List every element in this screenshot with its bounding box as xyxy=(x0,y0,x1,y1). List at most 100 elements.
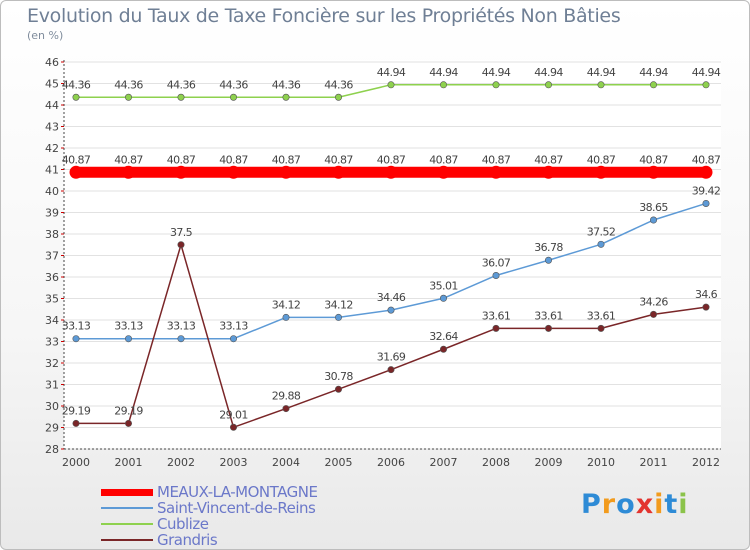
y-tick-label: 33 xyxy=(45,336,59,349)
legend-swatch xyxy=(101,539,153,541)
data-point xyxy=(649,81,657,89)
data-label: 44.94 xyxy=(429,66,458,79)
x-tick-label: 2008 xyxy=(482,456,510,469)
data-point xyxy=(177,335,185,343)
x-tick-label: 2001 xyxy=(115,456,143,469)
legend-item: Cublize xyxy=(101,516,317,532)
data-label: 34.6 xyxy=(695,288,718,301)
data-label: 29.88 xyxy=(272,390,301,403)
y-tick-label: 45 xyxy=(45,78,59,91)
data-label: 40.87 xyxy=(692,153,721,166)
data-point xyxy=(69,165,83,179)
data-label: 34.12 xyxy=(272,298,301,311)
data-point xyxy=(702,303,710,311)
x-tick-label: 2005 xyxy=(325,456,353,469)
chart-legend: MEAUX-LA-MONTAGNE Saint-Vincent-de-Reins C… xyxy=(101,483,318,548)
data-label: 44.36 xyxy=(219,78,248,91)
data-label: 40.87 xyxy=(377,153,406,166)
data-point xyxy=(387,306,395,314)
legend-item: Grandris xyxy=(101,532,317,548)
data-label: 40.87 xyxy=(482,153,511,166)
x-tick-label: 2002 xyxy=(167,456,195,469)
data-label: 29.01 xyxy=(219,408,248,421)
data-label: 40.87 xyxy=(429,153,458,166)
y-tick-label: 39 xyxy=(45,207,59,220)
data-label: 44.94 xyxy=(587,66,616,79)
data-point xyxy=(597,81,605,89)
legend-label: Saint-Vincent-de-Reins xyxy=(157,499,316,517)
data-label: 44.36 xyxy=(324,78,353,91)
data-label: 40.87 xyxy=(324,153,353,166)
x-tick-label: 2012 xyxy=(692,456,720,469)
x-tick-label: 2007 xyxy=(430,456,458,469)
x-tick-label: 2004 xyxy=(272,456,300,469)
series-cublize: 44.36 44.36 44.36 44.36 44.36 44.36 44.94 44.94… xyxy=(62,66,721,101)
data-point xyxy=(544,81,552,89)
data-label: 44.94 xyxy=(639,66,668,79)
data-point xyxy=(439,294,447,302)
legend-item: MEAUX-LA-MONTAGNE xyxy=(101,483,318,501)
data-point xyxy=(227,165,240,179)
logo-letter: i xyxy=(678,489,689,520)
data-point xyxy=(387,81,395,89)
data-label: 40.87 xyxy=(114,153,143,166)
data-point xyxy=(122,165,135,179)
data-point xyxy=(282,313,290,321)
data-label: 36.07 xyxy=(482,256,511,269)
data-point xyxy=(332,165,345,179)
legend-swatch xyxy=(101,523,153,525)
data-point xyxy=(594,165,608,179)
data-point xyxy=(647,165,660,179)
data-point xyxy=(492,81,500,89)
data-label: 44.36 xyxy=(114,78,143,91)
x-tick-label: 2006 xyxy=(377,456,405,469)
y-tick-label: 30 xyxy=(45,400,59,413)
data-point xyxy=(230,93,238,101)
legend-swatch xyxy=(101,488,153,496)
data-label: 33.13 xyxy=(114,320,143,333)
data-point xyxy=(334,93,342,101)
data-label: 34.12 xyxy=(324,298,353,311)
data-point xyxy=(702,81,710,89)
data-point xyxy=(649,310,657,318)
y-tick-label: 35 xyxy=(45,293,59,306)
logo-letter: P xyxy=(581,489,602,520)
data-point xyxy=(174,165,188,179)
data-label: 33.61 xyxy=(587,309,616,322)
data-label: 37.5 xyxy=(170,226,193,239)
data-label: 40.87 xyxy=(534,153,563,166)
data-point xyxy=(699,165,713,179)
data-point xyxy=(702,199,710,207)
data-point xyxy=(230,423,238,431)
data-label: 40.87 xyxy=(167,153,196,166)
data-label: 33.61 xyxy=(482,309,511,322)
data-label: 36.78 xyxy=(534,241,563,254)
data-point xyxy=(125,93,133,101)
x-tick-label: 2000 xyxy=(62,456,90,469)
y-axis-unit-label: (en %) xyxy=(27,29,64,42)
data-point xyxy=(72,335,80,343)
data-point xyxy=(542,165,555,179)
data-point xyxy=(72,419,80,427)
data-point xyxy=(597,240,605,248)
data-label: 40.87 xyxy=(639,153,668,166)
x-tick-label: 2009 xyxy=(535,456,563,469)
legend-label: MEAUX-LA-MONTAGNE xyxy=(157,483,318,501)
y-tick-label: 36 xyxy=(45,271,59,284)
data-point xyxy=(489,165,503,179)
series-saint-vincent-de-reins: 33.13 33.13 33.13 33.13 34.12 34.12 34.46 35.01… xyxy=(62,184,721,343)
y-tick-label: 29 xyxy=(45,422,59,435)
legend-swatch xyxy=(101,507,153,509)
data-label: 35.01 xyxy=(429,279,458,292)
data-label: 44.94 xyxy=(534,66,563,79)
logo-letter: r xyxy=(601,489,617,520)
data-point xyxy=(125,419,133,427)
data-label: 32.64 xyxy=(429,330,458,343)
y-tick-label: 28 xyxy=(45,443,59,456)
series-meaux-la-montagne: 40.87 40.87 40.87 40.87 40.87 40.87 40.87 40.87… xyxy=(62,153,721,179)
data-point xyxy=(282,93,290,101)
data-label: 44.36 xyxy=(272,78,301,91)
data-point xyxy=(177,241,185,249)
